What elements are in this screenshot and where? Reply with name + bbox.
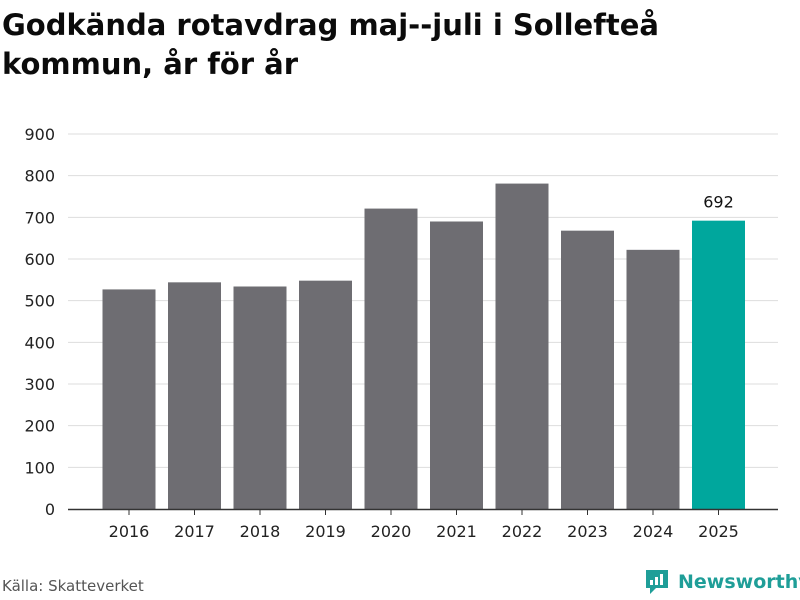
y-tick-label: 400	[24, 333, 55, 352]
x-axis-ticks: 2016 2017 2018 2019 2020 2021 2022 2023 2024 2025	[109, 509, 739, 541]
newsworthy-icon	[646, 570, 668, 594]
newsworthy-logo: Newsworthy	[644, 568, 800, 596]
x-tick-label: 2017	[174, 522, 215, 541]
x-tick-label: 2019	[305, 522, 346, 541]
y-tick-label: 900	[24, 125, 55, 144]
bar-2016	[102, 289, 156, 509]
y-tick-label: 0	[45, 500, 55, 519]
chart-title: Godkända rotavdrag maj--juli i Sollefteå…	[2, 8, 659, 81]
data-label: 692	[703, 193, 734, 212]
bars	[102, 183, 745, 510]
x-tick-label: 2025	[698, 522, 739, 541]
source-note: Källa: Skatteverket	[2, 577, 144, 595]
data-labels: 692	[703, 193, 734, 212]
x-tick-label: 2024	[633, 522, 674, 541]
y-tick-label: 300	[24, 375, 55, 394]
bar-2017	[168, 282, 221, 509]
y-tick-label: 800	[24, 167, 55, 186]
x-tick-label: 2023	[567, 522, 608, 541]
x-tick-label: 2020	[371, 522, 412, 541]
x-tick-label: 2016	[109, 522, 150, 541]
bar-2023	[561, 230, 614, 509]
y-tick-label: 700	[24, 208, 55, 227]
x-tick-label: 2021	[436, 522, 477, 541]
bar-2018	[233, 286, 287, 509]
brand-name: Newsworthy	[678, 571, 800, 593]
y-tick-label: 600	[24, 250, 55, 269]
y-tick-label: 200	[24, 417, 55, 436]
bar-2022	[495, 183, 549, 510]
bar-2024	[626, 249, 680, 510]
bar-2019	[299, 280, 352, 509]
y-axis-ticks: 0 100 200 300 400 500 600 700 800 900	[24, 125, 55, 519]
y-tick-label: 500	[24, 292, 55, 311]
bar-2025	[692, 220, 745, 509]
x-tick-label: 2022	[502, 522, 543, 541]
bar-2020	[364, 208, 418, 510]
x-tick-label: 2018	[240, 522, 281, 541]
y-tick-label: 100	[24, 458, 55, 477]
bar-2021	[430, 221, 483, 509]
